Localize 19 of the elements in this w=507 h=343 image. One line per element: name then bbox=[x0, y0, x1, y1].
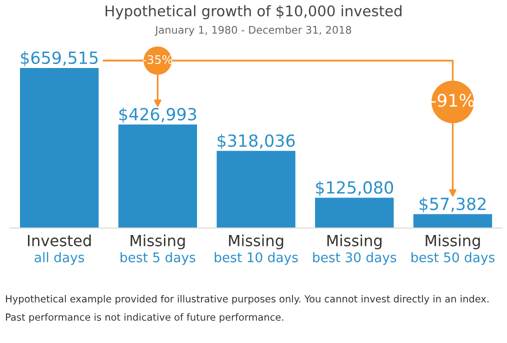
annotation: -35% bbox=[143, 55, 172, 64]
bar bbox=[413, 214, 492, 228]
data-label: $659,515 bbox=[20, 51, 98, 66]
bar bbox=[216, 150, 296, 228]
x-tick-label: Missing best 30 days bbox=[313, 234, 396, 265]
data-label: $426,993 bbox=[119, 108, 196, 123]
bar bbox=[20, 68, 99, 228]
x-tick-label: Missing best 50 days bbox=[412, 234, 495, 265]
text: Hypothetical example provided for illustrative purposes only. You cannot invest directly in an index. Past performance is not indicative of future performance. bbox=[6, 294, 488, 323]
bar bbox=[315, 198, 394, 228]
data-label: $57,382 bbox=[420, 197, 486, 212]
x-tick-label: Missing best 10 days bbox=[214, 234, 298, 265]
data-label: $318,036 bbox=[218, 134, 295, 150]
x-tick-label: Invested all days bbox=[28, 234, 91, 265]
data-label: $125,080 bbox=[316, 180, 394, 196]
bar bbox=[118, 124, 198, 228]
x-tick-label: Missing best 5 days bbox=[120, 234, 196, 265]
chart-title: Hypothetical growth of $10,000 invested bbox=[106, 5, 402, 20]
chart-subtitle: January 1, 1980 - December 31, 2018 bbox=[154, 26, 352, 36]
